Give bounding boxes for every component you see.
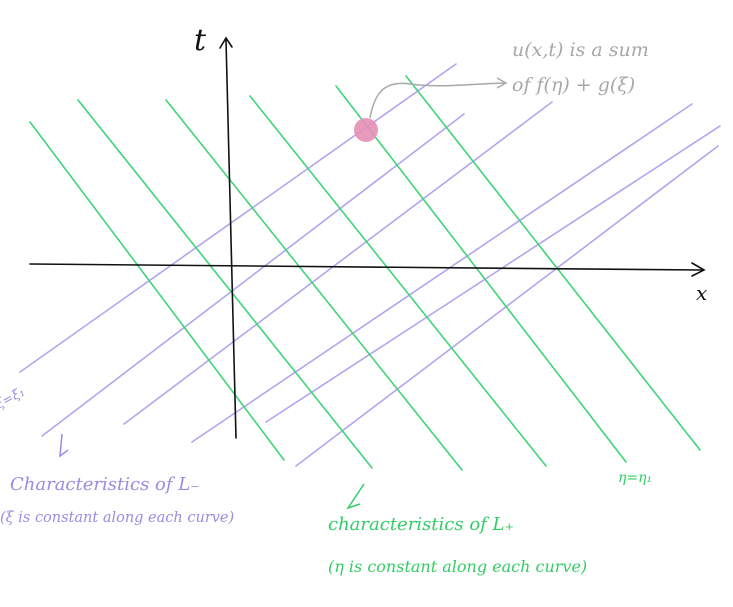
plus-caption-title: characteristics of L₊: [328, 514, 514, 535]
x-axis: [29, 263, 703, 271]
annotation-arrow: [369, 82, 505, 119]
annotation-line-1: u(x,t) is a sum: [512, 39, 649, 61]
axes: [29, 36, 706, 439]
x-axis-arrow: [691, 262, 706, 277]
green-line-6: [405, 75, 701, 451]
t-axis-label: t: [194, 23, 207, 58]
green-line-5: [335, 85, 627, 463]
minus-caption-arrow: [59, 433, 69, 458]
purple-characteristics: [19, 63, 721, 467]
green-line-2: [77, 99, 373, 469]
annotation-line-2: of f(η) + g(ξ): [512, 74, 635, 96]
x-axis-label: x: [696, 281, 707, 305]
annotation-arrowhead: [496, 77, 508, 89]
purple-line-4: [191, 103, 693, 443]
purple-line-3: [123, 101, 553, 425]
t-axis: [225, 39, 237, 439]
green-characteristics: [29, 75, 701, 471]
purple-line-1: [19, 63, 457, 373]
green-line-3: [165, 99, 463, 471]
green-line-1: [29, 121, 285, 461]
t-axis-arrow: [219, 36, 233, 49]
purple-line-5: [265, 125, 721, 423]
highlight-point: [354, 118, 378, 142]
purple-line-2: [41, 113, 465, 437]
plus-caption-arrow: [346, 483, 365, 510]
purple-line-6: [295, 145, 719, 467]
minus-caption-title: Characteristics of L₋: [10, 474, 200, 495]
xi-equals-label: ξ=ξ₁: [0, 385, 27, 413]
eta-equals-label: η=η₁: [618, 470, 652, 486]
plus-caption-note: (η is constant along each curve): [328, 557, 587, 576]
green-line-4: [249, 95, 547, 467]
minus-caption-note: (ξ is constant along each curve): [0, 510, 234, 526]
